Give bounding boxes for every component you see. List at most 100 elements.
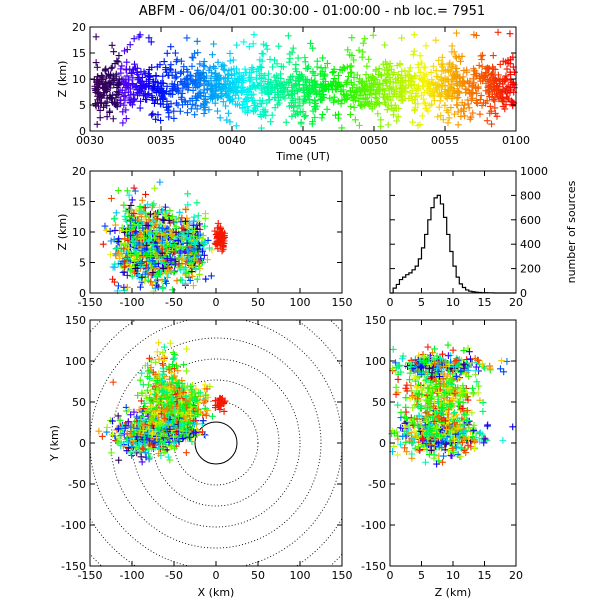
time-height-point xyxy=(436,97,444,105)
time-height-point xyxy=(451,110,458,118)
time-height-point xyxy=(276,81,284,88)
plan-point xyxy=(115,456,123,464)
time-height-point xyxy=(183,34,191,42)
zy-point xyxy=(476,429,484,437)
time-height-point xyxy=(295,76,303,84)
time-height-point xyxy=(485,90,492,98)
time-height-point xyxy=(176,107,184,115)
time-height-point xyxy=(396,61,404,69)
zy-point xyxy=(422,458,429,466)
time-height-point xyxy=(416,52,424,60)
time-height-point xyxy=(359,48,367,56)
plan-point xyxy=(183,367,190,375)
time-height-point xyxy=(357,78,365,86)
zy-point xyxy=(394,401,402,409)
time-height-point xyxy=(118,62,126,70)
time-height-point xyxy=(377,123,385,131)
time-height-point xyxy=(282,118,290,126)
time-height-point xyxy=(368,73,376,80)
hist-x-tick-label: 0 xyxy=(387,296,394,309)
plan-point xyxy=(139,381,147,389)
time-height-point xyxy=(275,42,283,50)
zy-point xyxy=(479,408,487,415)
time-height-point xyxy=(479,51,486,59)
time-height-point xyxy=(381,66,389,74)
time-height-point xyxy=(349,84,356,92)
time-height-point xyxy=(499,95,507,102)
time-height-point xyxy=(193,78,201,86)
time-height-point xyxy=(145,34,153,42)
time-height-point xyxy=(462,89,470,97)
time-height-point xyxy=(94,90,102,97)
time-height-point xyxy=(393,117,401,125)
time-height-point xyxy=(192,84,200,92)
time-height-point xyxy=(114,58,122,66)
plan-point xyxy=(153,348,161,356)
time-height-point xyxy=(458,99,466,107)
time-axis-label: Time (UT) xyxy=(275,150,330,163)
time-height-point xyxy=(107,80,115,88)
time-height-point xyxy=(467,96,475,104)
plan-point xyxy=(95,427,103,435)
xz-point xyxy=(99,240,107,248)
time-height-point xyxy=(452,52,460,60)
time-height-point xyxy=(428,76,436,84)
time-height-point xyxy=(461,112,469,120)
zy-point xyxy=(402,394,410,402)
plan-point xyxy=(138,458,146,466)
time-height-point xyxy=(207,85,215,93)
time-height-point xyxy=(483,117,491,125)
time-height-point xyxy=(256,56,264,64)
time-height-point xyxy=(210,40,218,48)
time-height-point xyxy=(345,73,352,80)
time-height-point xyxy=(130,90,137,98)
time-height-point xyxy=(412,104,419,112)
plan-y-tick-label: -50 xyxy=(68,478,86,491)
hist-x-tick-label: 15 xyxy=(478,296,492,309)
time-height-point xyxy=(215,79,222,87)
time-height-point xyxy=(470,67,478,75)
time-height-point xyxy=(469,109,477,117)
time-height-point xyxy=(117,69,125,77)
time-height-point xyxy=(193,92,201,100)
time-height-point xyxy=(189,54,197,62)
time-height-point xyxy=(465,104,473,112)
time-height-point xyxy=(221,66,229,74)
time-height-point xyxy=(122,66,130,74)
xz-point xyxy=(193,199,201,207)
time-height-point xyxy=(361,98,369,106)
time-height-point xyxy=(332,79,340,87)
time-height-point xyxy=(120,101,128,109)
time-height-point xyxy=(318,114,326,122)
time-height-point xyxy=(460,67,468,74)
time-height-point xyxy=(103,113,111,121)
time-height-point xyxy=(474,84,482,92)
plan-point xyxy=(164,453,172,461)
time-height-point xyxy=(495,80,503,87)
xz-z-tick-label: 10 xyxy=(72,226,86,239)
time-height-point xyxy=(188,53,196,61)
time-height-point xyxy=(161,90,169,97)
time-height-point xyxy=(286,54,294,62)
time-height-point xyxy=(482,69,490,76)
time-height-point xyxy=(184,109,191,117)
time-height-point xyxy=(414,60,422,68)
time-height-point xyxy=(410,47,418,55)
time-height-point xyxy=(439,116,447,124)
zy-point xyxy=(444,341,452,349)
zy-point xyxy=(390,443,398,450)
time-height-point xyxy=(219,61,227,69)
time-height-point xyxy=(419,83,427,90)
hist-y-tick-label: 600 xyxy=(520,214,541,227)
time-height-point xyxy=(93,63,101,71)
plan-view-panel: -150 -100 -50 0 50 100 150-150-100-50050100150… xyxy=(48,314,353,599)
hist-y-tick-label: 400 xyxy=(520,238,541,251)
time-height-point xyxy=(399,97,407,105)
time-height-point xyxy=(166,65,174,73)
time-height-point xyxy=(206,64,214,72)
time-height-point xyxy=(348,52,356,59)
time-height-point xyxy=(136,84,144,92)
time-height-point xyxy=(123,46,131,53)
